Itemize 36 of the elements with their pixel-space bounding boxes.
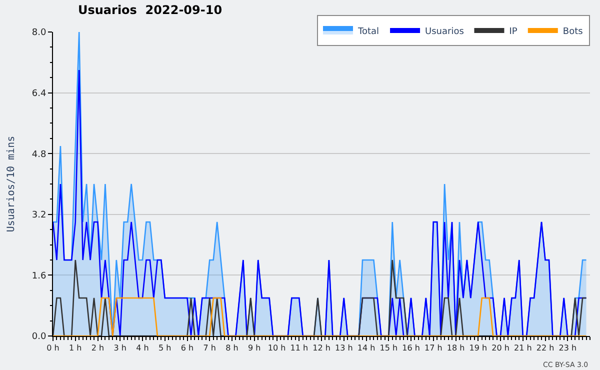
- x-tick-label: 16 h: [402, 344, 420, 353]
- legend-label: Total: [357, 26, 380, 37]
- x-tick-label: 11 h: [290, 344, 308, 353]
- legend-label: Bots: [562, 26, 584, 37]
- x-tick-label: 13 h: [334, 344, 353, 353]
- x-tick-label: 18 h: [446, 344, 465, 353]
- legend-label: Usuarios: [425, 26, 464, 37]
- x-tick-label: 23 h: [558, 344, 577, 353]
- x-tick-label: 4 h: [136, 344, 149, 353]
- x-tick-label: 14 h: [357, 344, 376, 353]
- x-tick-label: 17 h: [424, 344, 442, 353]
- chart-title: Usuarios 2022-09-10: [78, 2, 222, 17]
- x-tick-label: 21 h: [514, 344, 532, 353]
- y-tick-label: 0.0: [32, 332, 46, 342]
- x-tick-label: 3 h: [114, 344, 126, 353]
- legend-label: IP: [509, 26, 518, 37]
- y-tick-label: 3.2: [32, 210, 46, 221]
- x-tick-label: 8 h: [226, 344, 238, 353]
- x-tick-label: 5 h: [158, 344, 172, 353]
- x-tick-label: 9 h: [248, 344, 261, 353]
- x-tick-label: 10 h: [268, 344, 286, 353]
- x-tick-label: 2 h: [91, 344, 104, 353]
- x-tick-label: 0 h: [46, 344, 60, 353]
- y-tick-label: 1.6: [32, 271, 46, 282]
- x-tick-label: 22 h: [536, 344, 554, 353]
- x-tick-label: 1 h: [69, 344, 82, 353]
- x-tick-label: 20 h: [492, 344, 510, 353]
- x-tick-label: 12 h: [312, 344, 330, 353]
- y-axis-title: Usuarios/10 mins: [6, 136, 17, 232]
- x-tick-label: 15 h: [380, 344, 398, 353]
- y-tick-label: 4.8: [32, 150, 46, 160]
- y-tick-label: 8.0: [32, 28, 46, 38]
- y-tick-label: 6.4: [32, 88, 46, 99]
- x-tick-label: 19 h: [469, 344, 488, 353]
- x-tick-label: 7 h: [203, 344, 216, 353]
- x-tick-label: 6 h: [180, 344, 194, 353]
